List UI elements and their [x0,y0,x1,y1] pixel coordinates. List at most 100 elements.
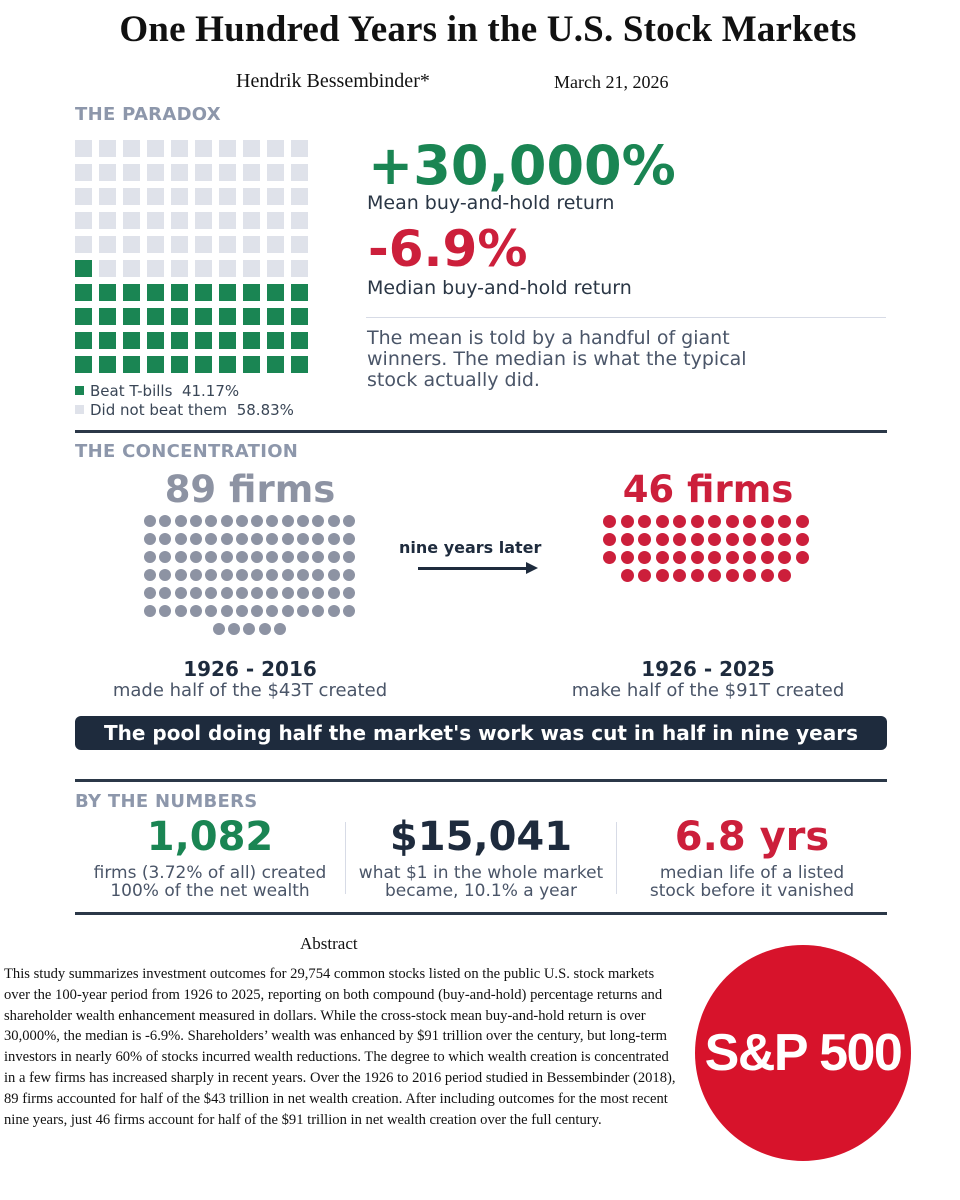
waffle-cell-beat [195,356,212,373]
firm-dot [620,533,634,546]
firm-dot [281,515,294,527]
sp500-logo: S&P 500 [695,945,911,1161]
waffle-cell-beat [195,332,212,349]
firm-dot [205,569,218,581]
waffle-cell-beat [243,332,260,349]
firm-dot [251,533,264,545]
firm-dot [327,605,340,617]
firm-dot [342,515,355,527]
waffle-cell-not-beat [99,188,116,205]
firm-dot [327,569,340,581]
waffle-cell-not-beat [171,260,188,277]
firm-dot [205,515,218,527]
firm-dot [342,533,355,545]
waffle-cell-beat [243,284,260,301]
waffle-cell-not-beat [291,188,308,205]
firm-dot [778,551,791,564]
firm-dot [174,551,187,563]
firm-dot [297,533,309,545]
waffle-cell-beat [267,356,284,373]
firm-dot [189,515,202,527]
waffle-cell-beat [171,284,188,301]
waffle-cell-beat [291,284,308,301]
sp500-logo-text: S&P 500 [704,1024,903,1082]
waffle-cell-not-beat [195,212,212,229]
firms-count-2016: 89 firms [164,468,336,511]
firm-dot [620,551,634,564]
waffle-cell-not-beat [195,188,212,205]
waffle-cell-not-beat [267,164,284,181]
firm-dot [220,515,233,527]
firm-dot [673,515,686,528]
firm-dot [638,569,651,582]
waffle-cell-not-beat [147,164,164,181]
firm-dot [189,605,202,617]
firm-dot [220,533,233,545]
firm-dot [189,551,202,563]
waffle-cell-not-beat [291,260,308,277]
waffle-cell-not-beat [267,260,284,277]
waffle-cell-not-beat [75,212,92,229]
author-name: Hendrik Bessembinder* [236,70,430,92]
waffle-cell-beat [75,284,92,301]
firm-dot [144,569,156,581]
waffle-cell-beat [291,332,308,349]
firm-dot [778,569,791,582]
stat-firms-wealth: 1,082 firms (3.72% of all) created 100% … [75,814,345,900]
stat-value: 6.8 yrs [674,814,830,860]
firm-dot [228,623,241,635]
legend-label-beat: Beat T-bills [90,382,173,400]
stat-caption-line2: stock before it vanished [649,881,855,901]
firm-dot [725,533,739,546]
period-2016: 1926 - 2016 [183,657,317,681]
waffle-cell-not-beat [219,236,236,253]
firm-dot [690,515,704,528]
waffle-cell-not-beat [75,188,92,205]
waffle-cell-not-beat [123,188,140,205]
legend-not-beat: Did not beat them 58.83% [75,401,294,419]
firm-dot [220,605,233,617]
firm-dot [281,605,294,617]
firm-dot [673,569,686,582]
firm-dot [189,533,202,545]
firm-dot [235,533,248,545]
waffle-cell-not-beat [243,140,260,157]
legend-value-beat: 41.17% [181,382,240,400]
waffle-cell-beat [123,356,140,373]
firm-dot [281,551,294,563]
firm-dot [144,515,156,527]
waffle-cell-not-beat [291,164,308,181]
period-2025: 1926 - 2025 [641,657,775,681]
waffle-cell-not-beat [195,260,212,277]
waffle-cell-beat [171,356,188,373]
mean-return-label: Mean buy-and-hold return [367,192,615,214]
waffle-cell-not-beat [99,260,116,277]
firm-dot [312,569,325,581]
waffle-cell-beat [99,308,116,325]
firm-dot [603,551,616,564]
firm-dot [638,551,651,564]
firm-dot [174,605,187,617]
waffle-cell-not-beat [195,140,212,157]
firm-dot [342,587,355,599]
firm-dot [620,569,634,582]
firm-dot [297,551,309,563]
arrow-label: nine years later [399,538,542,557]
firm-dot [725,569,739,582]
firms-count-2025: 46 firms [622,468,794,511]
waffle-cell-beat [75,332,92,349]
median-return-value: -6.9% [368,220,528,278]
stat-caption-line2: became, 10.1% a year [385,881,577,901]
waffle-cell-beat [123,284,140,301]
firm-dot [266,533,279,545]
publication-date: March 21, 2026 [554,72,669,92]
section-label-paradox: THE PARADOX [75,104,221,125]
waffle-cell-not-beat [243,236,260,253]
firm-dot [174,569,187,581]
firm-dot [760,551,774,564]
stat-caption-line1: what $1 in the whole market [358,863,604,883]
waffle-cell-beat [147,356,164,373]
waffle-cell-not-beat [195,164,212,181]
waffle-cell-not-beat [171,188,188,205]
firm-dot [297,515,309,527]
